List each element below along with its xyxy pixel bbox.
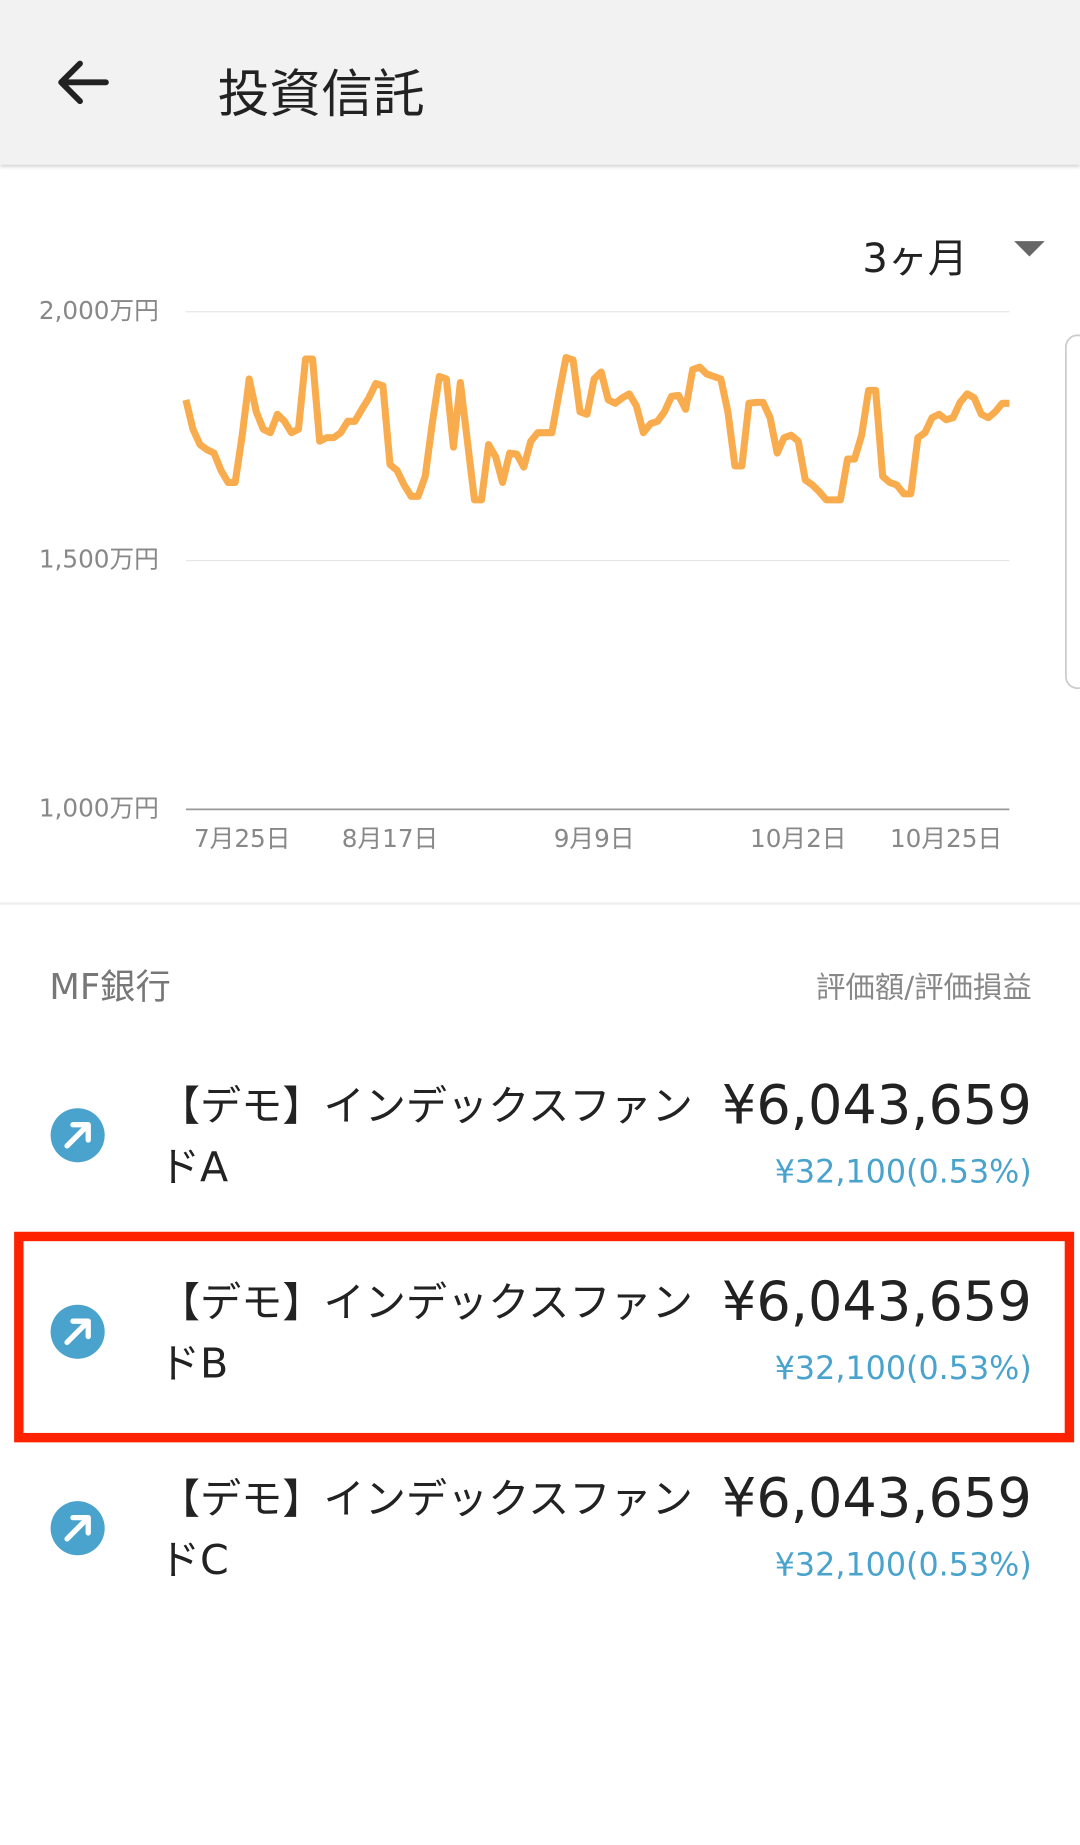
trend-icon [50,1304,105,1359]
divider [0,902,1080,905]
x-tick-label: 7月25日 [194,824,291,853]
trend-icon [50,1108,105,1163]
line-series [182,353,1010,504]
fund-value: ¥6,043,659 [721,1072,1032,1137]
y-tick-label: 1,000万円 [39,793,159,822]
y-tick-label: 2,000万円 [39,296,159,325]
trend-icon [50,1501,105,1556]
account-name: MF銀行 [49,967,171,1009]
scroll-handle [1065,334,1080,690]
fund-gain: ¥32,100(0.53%) [774,1154,1032,1191]
x-tick-label: 10月2日 [750,824,847,853]
app-bar: 投資信託 [0,0,1080,165]
dropdown-arrow[interactable] [1014,241,1045,257]
back-button[interactable] [47,53,118,112]
fund-gain: ¥32,100(0.53%) [774,1350,1032,1388]
x-tick-label: 9月9日 [554,824,635,853]
fund-value: ¥6,043,659 [721,1269,1032,1333]
title: 投資信託 [217,64,425,125]
highlight-box [14,1231,1075,1443]
period-selector[interactable]: 3ヶ月 [862,235,968,283]
column-label: 評価額/評価損益 [815,970,1032,1005]
fund-name[interactable]: 【デモ】インデックスファンドA [158,1083,693,1192]
fund-gain: ¥32,100(0.53%) [774,1547,1032,1584]
y-tick-label: 1,500万円 [39,545,159,574]
fund-name[interactable]: 【デモ】インデックスファンドC [158,1476,693,1585]
chart: 1,000万円 1,500万円 2,000万円 7月25日 8月17日 9月9日 10月2日… [39,241,1080,853]
x-tick-label: 8月17日 [342,824,438,853]
fund-value: ¥6,043,659 [721,1465,1032,1530]
x-tick-label: 10月25日 [890,824,1002,853]
fund-name[interactable]: 【デモ】インデックスファンドB [158,1279,693,1389]
